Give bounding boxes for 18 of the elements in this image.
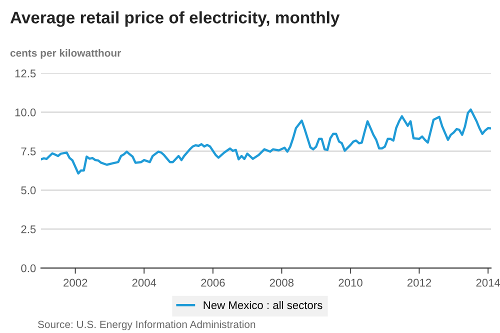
legend-label: New Mexico : all sectors xyxy=(204,300,322,310)
y-tick-label: 5.0 xyxy=(21,186,36,194)
source-note: Source: U.S. Energy Information Administration xyxy=(38,320,256,330)
y-tick-label: 12.5 xyxy=(15,70,36,78)
x-tick-label: 2004 xyxy=(132,278,156,287)
x-tick-label: 2010 xyxy=(338,278,362,287)
y-tick-label: 0.0 xyxy=(21,264,36,272)
chart-title: Average retail price of electricity, monthly xyxy=(10,11,340,27)
x-tick-label: 2014 xyxy=(476,278,500,287)
y-axis-title: cents per kilowatthour xyxy=(10,49,121,59)
y-tick-label: 10.0 xyxy=(15,108,36,116)
x-tick-label: 2006 xyxy=(201,278,225,287)
y-tick-label: 2.5 xyxy=(21,225,36,234)
line-series xyxy=(41,108,491,175)
y-tick-label: 7.5 xyxy=(21,148,36,156)
x-tick-label: 2008 xyxy=(270,278,294,287)
x-tick-label: 2012 xyxy=(407,278,432,287)
x-tick-label: 2002 xyxy=(64,278,88,287)
